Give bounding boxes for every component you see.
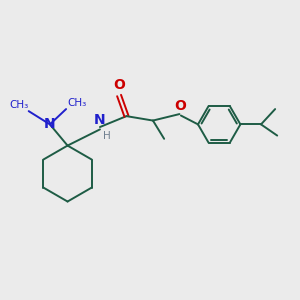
Text: CH₃: CH₃ bbox=[68, 98, 87, 108]
Text: H: H bbox=[103, 131, 110, 141]
Text: N: N bbox=[44, 117, 56, 131]
Text: O: O bbox=[174, 99, 186, 112]
Text: N: N bbox=[94, 113, 106, 127]
Text: CH₃: CH₃ bbox=[9, 100, 29, 110]
Text: O: O bbox=[113, 78, 125, 92]
